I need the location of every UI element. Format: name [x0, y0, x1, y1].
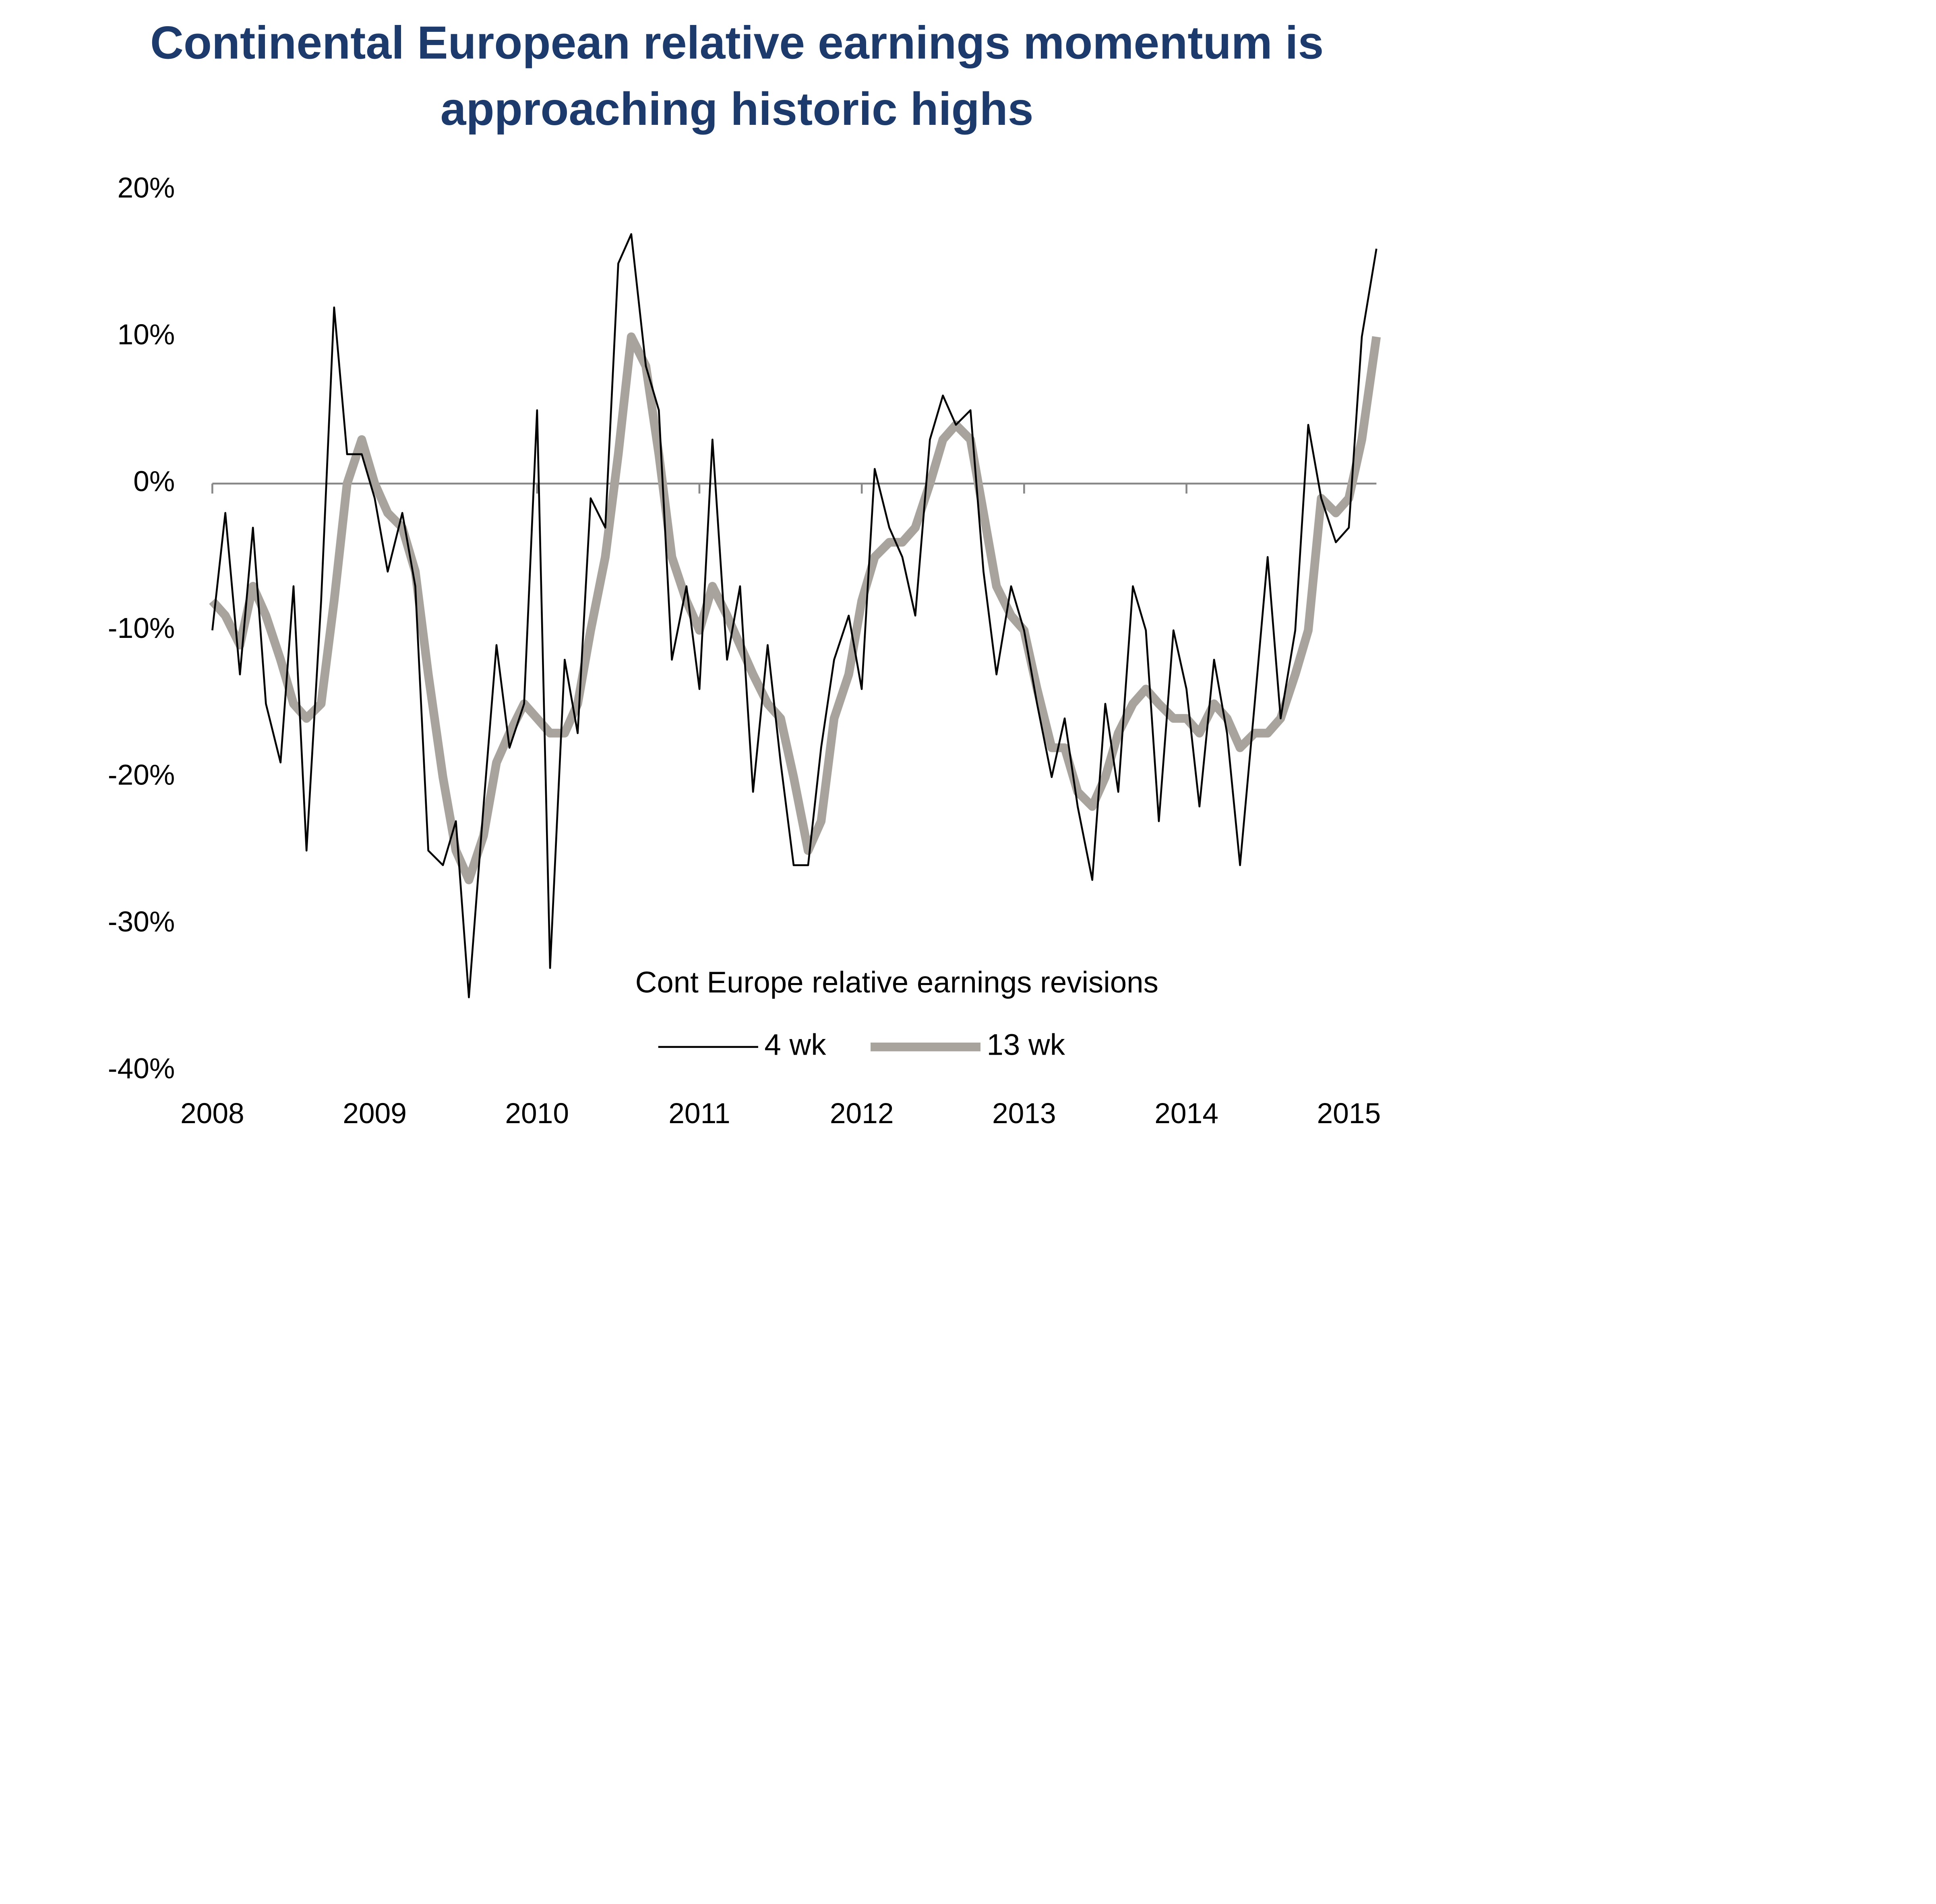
series-line [211, 233, 1378, 998]
y-tick-label: -10% [108, 612, 175, 644]
x-tick-label: 2012 [830, 1097, 894, 1130]
x-tick-label: 2011 [668, 1097, 730, 1130]
y-tick-label: 10% [118, 319, 175, 351]
x-tick-label: 2008 [180, 1097, 244, 1130]
legend-label: 13 wk [987, 1028, 1065, 1061]
y-tick-label: -40% [108, 1053, 175, 1085]
x-tick-label: 2009 [343, 1097, 407, 1130]
x-tick-label: 2010 [505, 1097, 569, 1130]
chart-title: Continental European relative earnings m… [150, 17, 1324, 68]
chart-title: approaching historic highs [441, 83, 1034, 135]
x-tick-label: 2013 [992, 1097, 1056, 1130]
legend-label: 4 wk [764, 1028, 826, 1061]
legend-title: Cont Europe relative earnings revisions [635, 965, 1158, 999]
series-line [209, 332, 1381, 884]
x-tick-label: 2014 [1154, 1097, 1218, 1130]
y-tick-label: -20% [108, 759, 175, 791]
x-tick-label: 2015 [1317, 1097, 1381, 1130]
y-tick-label: 20% [118, 172, 175, 204]
y-tick-label: -30% [108, 906, 175, 938]
y-tick-label: 0% [133, 466, 175, 498]
